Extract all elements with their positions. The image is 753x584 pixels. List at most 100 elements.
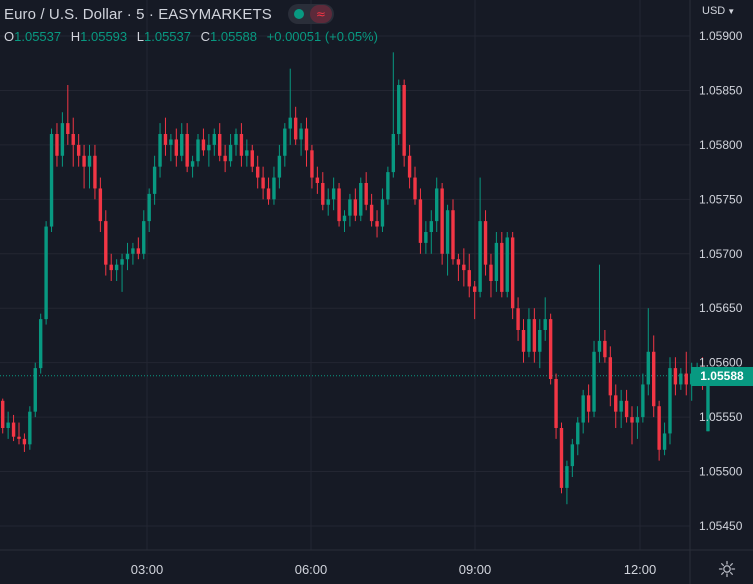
candle <box>109 253 113 281</box>
candle-body <box>66 123 70 134</box>
signal-icon: ≈ <box>309 5 332 23</box>
candle-body <box>391 134 396 173</box>
low-value: 1.05537 <box>144 29 191 44</box>
candle-body <box>510 237 515 309</box>
candle <box>554 373 558 439</box>
candle <box>478 177 482 298</box>
candle <box>201 128 206 156</box>
candle <box>174 128 179 167</box>
candle <box>114 259 119 281</box>
candle-body <box>494 242 499 281</box>
candle <box>505 232 509 298</box>
candle-body <box>559 428 564 488</box>
candle <box>38 313 43 374</box>
candle <box>98 177 103 232</box>
candle-body <box>33 368 37 412</box>
candle <box>424 221 428 254</box>
candle-body <box>418 199 423 243</box>
candle-body <box>337 188 341 222</box>
candle-body <box>207 144 211 151</box>
candle <box>261 166 265 200</box>
candle <box>212 128 216 156</box>
candle-body <box>98 188 103 222</box>
candle-body <box>6 422 10 428</box>
ohlc-legend: O1.05537 H1.05593 L1.05537 C1.05588 +0.0… <box>4 29 384 44</box>
candle-body <box>28 411 32 445</box>
candle <box>55 123 59 167</box>
candle <box>310 144 314 189</box>
candle-body <box>71 134 75 145</box>
candle <box>624 389 629 423</box>
candle-body <box>120 259 124 265</box>
candle <box>462 248 466 287</box>
candle <box>234 128 238 156</box>
candle <box>22 433 27 452</box>
candle <box>456 253 461 281</box>
candle <box>326 188 330 216</box>
candle <box>196 134 200 167</box>
candle-body <box>304 128 309 151</box>
candle <box>353 188 358 222</box>
candle <box>185 123 189 173</box>
price-tick-label: 1.05850 <box>699 83 743 97</box>
candles <box>1 52 710 505</box>
candle-body <box>158 134 162 167</box>
candle <box>71 117 75 167</box>
candle-body <box>87 155 92 167</box>
candle <box>413 166 417 205</box>
candle-body <box>60 123 65 156</box>
candle-body <box>359 183 363 216</box>
candle <box>288 68 292 145</box>
candle-body <box>380 199 385 227</box>
candle-body <box>11 422 16 437</box>
candle-body <box>136 248 141 254</box>
candle <box>467 253 471 298</box>
candle-body <box>93 155 97 189</box>
candle-body <box>684 373 688 385</box>
symbol-title[interactable]: Euro / U.S. Dollar · 5 · EASYMARKETS <box>4 5 272 23</box>
candle <box>429 210 433 254</box>
candle <box>277 144 282 189</box>
candle <box>668 357 672 445</box>
time-tick-label: 09:00 <box>459 562 492 577</box>
price-tick-label: 1.05750 <box>699 192 743 206</box>
candle <box>142 210 146 260</box>
candle-body <box>624 400 629 418</box>
gear-icon[interactable] <box>718 560 736 578</box>
candle-body <box>55 134 59 156</box>
currency-selector[interactable]: USD ▼ <box>702 5 735 17</box>
candle-body <box>283 128 287 156</box>
candle-body <box>44 226 48 320</box>
candle <box>407 144 412 189</box>
candle-body <box>234 134 238 145</box>
candle-body <box>261 177 265 189</box>
candle-body <box>348 199 352 216</box>
candle-body <box>245 150 249 156</box>
candle-body <box>592 351 596 412</box>
candle-body <box>174 139 179 156</box>
candle-body <box>619 400 623 412</box>
price-tick-label: 1.05450 <box>699 519 743 533</box>
candle-body <box>277 155 282 178</box>
candle-body <box>576 422 580 445</box>
candle-body <box>451 210 455 260</box>
candle <box>255 155 260 189</box>
candle-body <box>456 259 461 265</box>
candle-body <box>109 264 113 271</box>
candle-body <box>147 193 151 222</box>
candle <box>375 210 379 238</box>
candle <box>49 128 54 232</box>
candle-body <box>440 188 444 254</box>
candle <box>136 237 141 260</box>
candle <box>207 134 211 167</box>
candle-body <box>635 417 640 423</box>
candle-body <box>652 351 656 407</box>
candle <box>646 308 650 396</box>
candle <box>239 123 244 167</box>
candle <box>614 384 618 428</box>
chevron-down-icon: ▼ <box>727 7 736 16</box>
chart-header: Euro / U.S. Dollar · 5 · EASYMARKETS ≈ <box>4 4 334 24</box>
candle <box>592 340 596 418</box>
market-status[interactable]: ≈ <box>287 4 334 24</box>
